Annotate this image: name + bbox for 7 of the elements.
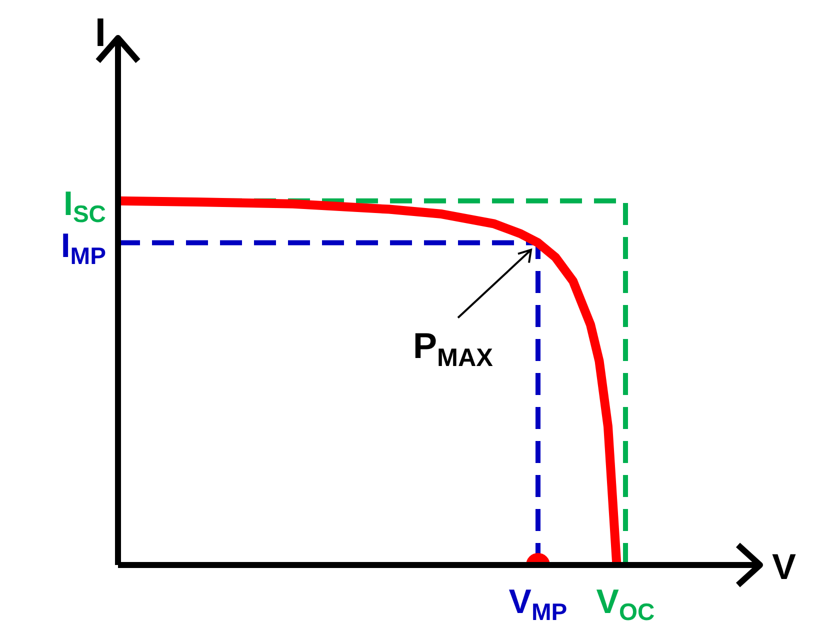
- x-tick-label: V$_{OC}$: [596, 583, 655, 626]
- annotation: P$_{MAX}$: [413, 324, 494, 372]
- x-axis-title: V: [772, 546, 796, 587]
- ref-line-label: I$_{SC}$: [63, 184, 106, 228]
- y-axis-title: I: [94, 11, 106, 55]
- x-tick-label: V$_{MP}$: [508, 583, 568, 626]
- ref-line-label: I$_{MP}$: [60, 226, 106, 270]
